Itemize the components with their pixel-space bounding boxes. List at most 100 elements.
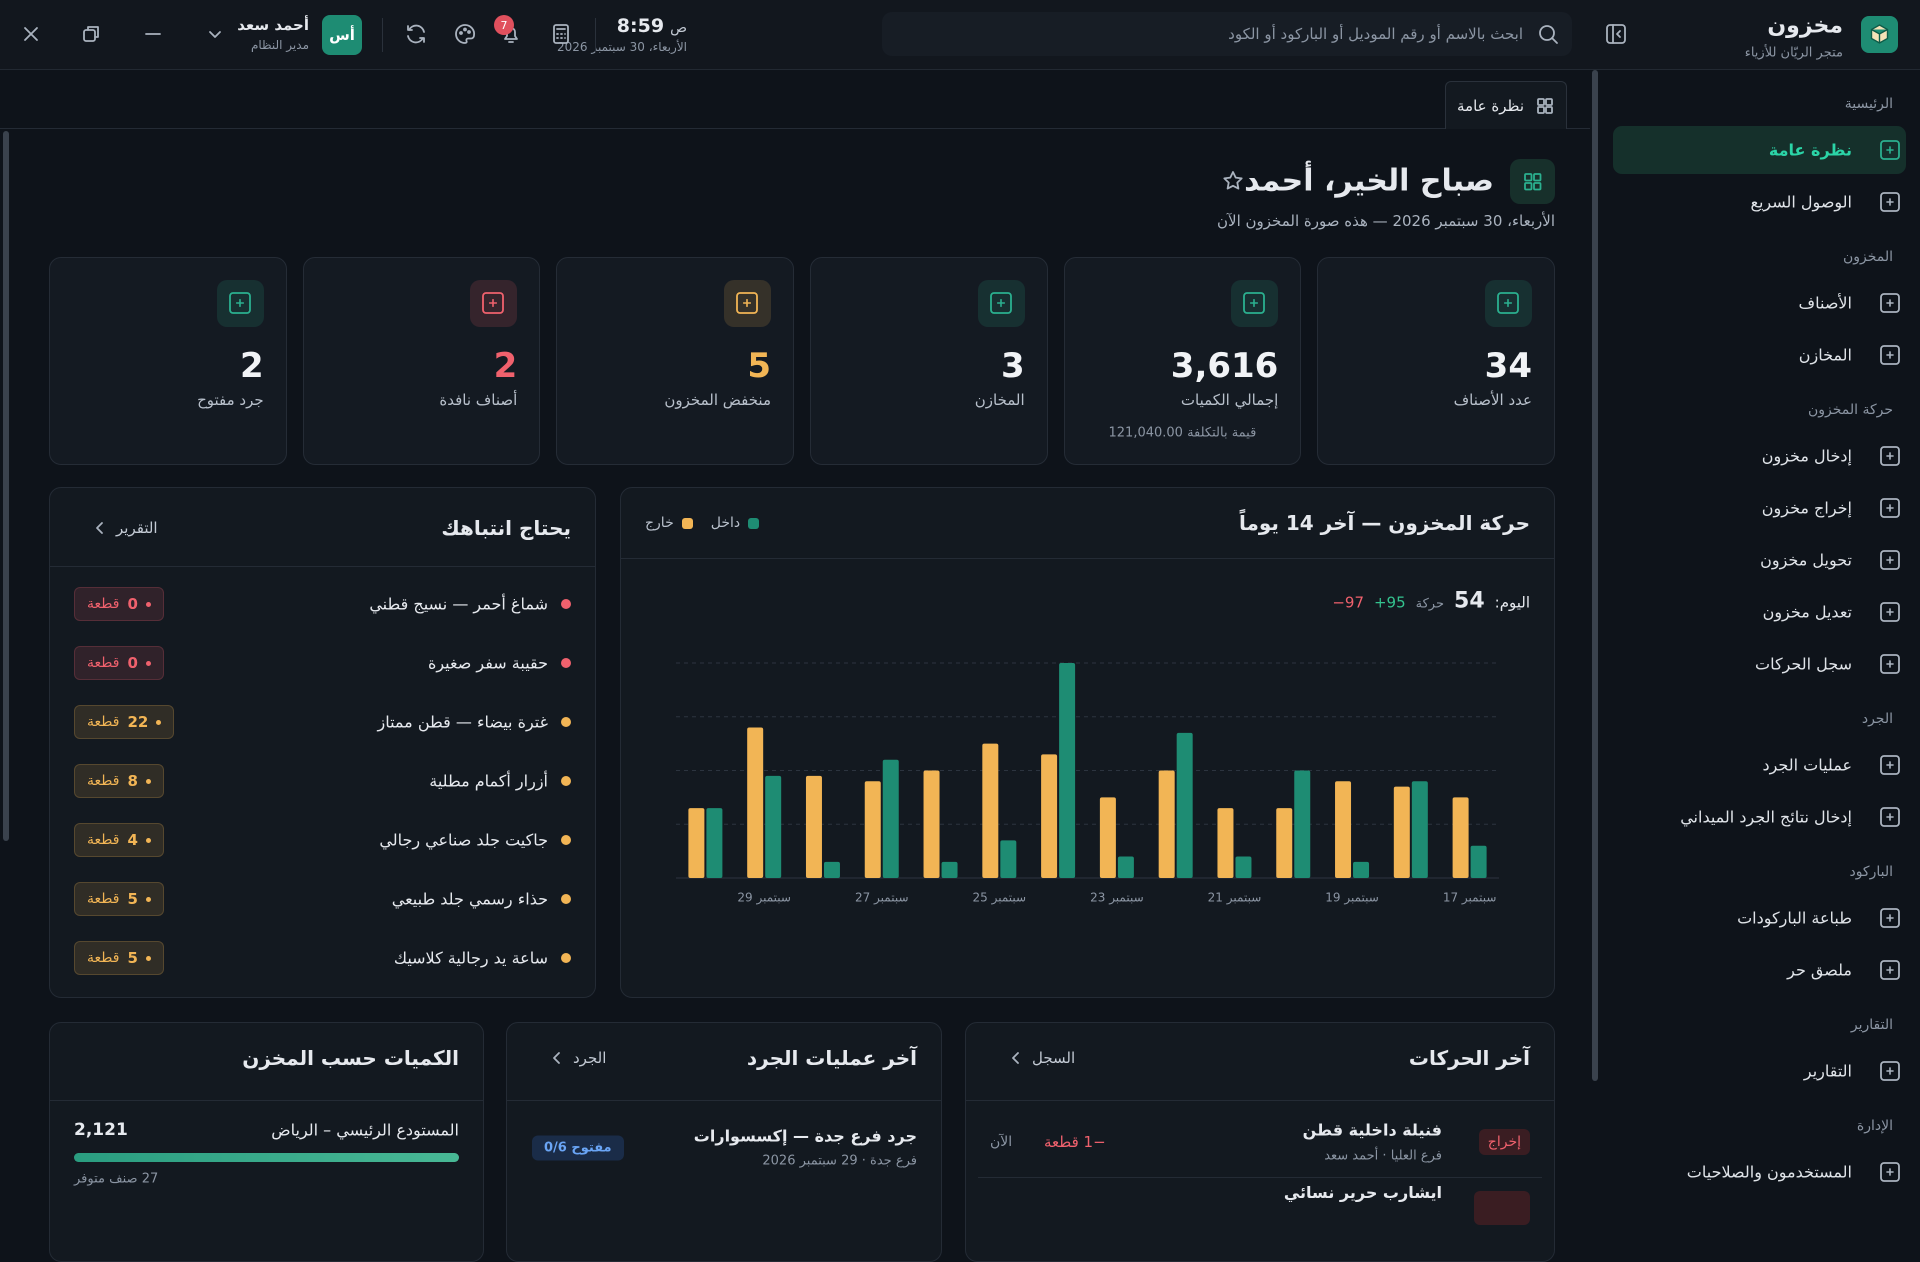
clock-period: ص [670,20,687,36]
clock-time: 8:59 [616,15,665,37]
qty: 4 [127,831,138,849]
icon-shape [1886,351,1894,359]
sidebar-item[interactable]: طباعة الباركودات [1598,892,1920,944]
panel-link[interactable]: التقرير [94,519,158,537]
panel-header [50,1023,483,1101]
sidebar-item[interactable]: تعديل مخزون [1598,586,1920,638]
sidebar-item[interactable]: إخراج مخزون [1598,482,1920,534]
legend-item: خارج [645,515,693,531]
qty-badge: 8 قطعة [74,764,164,798]
sidebar-item[interactable]: تحويل مخزون [1598,534,1920,586]
movement-time: الآن [990,1134,1013,1150]
sidebar-item[interactable]: الوصول السريع [1598,176,1920,228]
icon-shape [1880,140,1900,160]
qty-badge: 4 قطعة [74,823,164,857]
bar [805,775,822,878]
bar [1176,732,1193,878]
panel-link[interactable]: السجل [1010,1049,1075,1067]
x-tick-label: 23 سبتمبر [1090,891,1144,906]
favorite[interactable] [1222,170,1244,192]
scrollbar [3,131,9,841]
calculator[interactable] [550,23,572,45]
refresh[interactable] [405,23,427,45]
kpi-card: 2 أصناف نافدة [302,257,541,465]
bar [1235,856,1252,878]
collapse-sidebar[interactable] [1605,23,1627,45]
icon [1880,293,1900,313]
kpi-icon [1231,280,1279,327]
movement-meta: فرع العليا · أحمد سعد [1324,1148,1442,1164]
kpi-value: 3 [1000,346,1025,386]
stocktake-status: مفتوح 0/6 [532,1135,624,1161]
kpi-icon [216,280,264,327]
sidebar-item[interactable]: المخازن [1598,329,1920,381]
minimize[interactable] [143,24,163,44]
bar [923,770,940,878]
x-tick-label: 27 سبتمبر [855,891,909,906]
badge-dot [145,955,151,961]
tab[interactable]: نظرة عامة [1445,81,1567,129]
row-divider [978,1177,1542,1178]
sidebar-label: تحويل مخزون [1760,550,1852,570]
icon-shape [482,292,505,314]
icon-shape [1886,914,1894,922]
icon [1880,345,1900,365]
bar [1041,754,1058,878]
greeting-title: صباح الخير، أحمد [1244,163,1494,199]
search-box[interactable] [882,12,1572,56]
chart-panel: حركة المخزون — آخر 14 يوماً داخل خارج الي… [620,487,1555,998]
legend-item: داخل [711,515,760,531]
icon [1880,755,1900,775]
item-name: غترة بيضاء — قطن ممتاز [377,712,548,732]
sidebar-item[interactable]: إدخال نتائج الجرد الميداني [1598,791,1920,843]
legend-label: خارج [645,515,674,531]
sidebar-item[interactable]: التقارير [1598,1045,1920,1097]
sidebar-item[interactable]: ملصق حر [1598,944,1920,996]
sidebar-active [1613,126,1906,174]
panel-title: الكميات حسب المخزن [242,1046,459,1070]
theme[interactable] [454,23,476,45]
icon [1880,908,1900,928]
sidebar-label: إخراج مخزون [1761,498,1852,518]
icon-shape [1880,498,1900,518]
sidebar-item[interactable]: الأصناف [1598,277,1920,329]
sidebar-item[interactable]: نظرة عامة [1598,124,1920,176]
unit: قطعة [87,950,120,966]
panel-link[interactable]: الجرد [551,1049,606,1067]
restore[interactable] [81,24,101,44]
kpi-label: أصناف نافدة [439,391,518,409]
icon-shape [1880,1061,1900,1081]
x-tick-label: 25 سبتمبر [973,891,1027,906]
sidebar-label: طباعة الباركودات [1737,908,1852,928]
icon [482,292,505,314]
panel-title: آخر الحركات [1408,1046,1530,1070]
avatar[interactable]: أس [322,15,362,55]
qty-badge: 5 قطعة [74,941,164,975]
badge-dot [145,660,151,666]
icon-shape [235,299,244,307]
icon [1880,1162,1900,1182]
today-summary: اليوم: 54 حركة +95 −97 [1332,589,1530,614]
kpi-row: 34 عدد الأصناف 3,616 إجمالي الكميات قيمة بال… [48,257,1555,465]
clock-date: الأربعاء، 30 سبتمبر 2026 [556,40,687,54]
icon [1880,550,1900,570]
sidebar-item[interactable]: إدخال مخزون [1598,430,1920,482]
tab-label: نظرة عامة [1457,97,1524,115]
user-menu[interactable] [207,26,223,42]
sidebar-section: الباركود [1849,864,1893,880]
item-name: شماغ أحمر — نسيج قطني [369,594,548,614]
sidebar-item[interactable]: سجل الحركات [1598,638,1920,690]
today-out: −97 [1332,593,1364,612]
sidebar: الرئيسية نظرة عامة الوصول السريع المخزون الأ… [1598,70,1920,1200]
qty: 5 [127,949,138,967]
item-name: ساعة يد رجالية كلاسيك [393,948,548,968]
chart: 17 سبتمبر 19 سبتمبر 21 سبتمبر 23 سبتمبر 25 س… [676,662,1499,906]
icon-shape [1497,292,1519,314]
warehouse-bar-track [74,1153,459,1162]
bar [1353,861,1370,878]
sidebar-item[interactable]: عمليات الجرد [1598,739,1920,791]
badge-dot [145,896,151,902]
attention-panel: يحتاج انتباهك التقرير شماغ أحمر — نسيج ق… [49,487,596,998]
close[interactable] [21,24,41,44]
sidebar-item[interactable]: المستخدمون والصلاحيات [1598,1146,1920,1198]
